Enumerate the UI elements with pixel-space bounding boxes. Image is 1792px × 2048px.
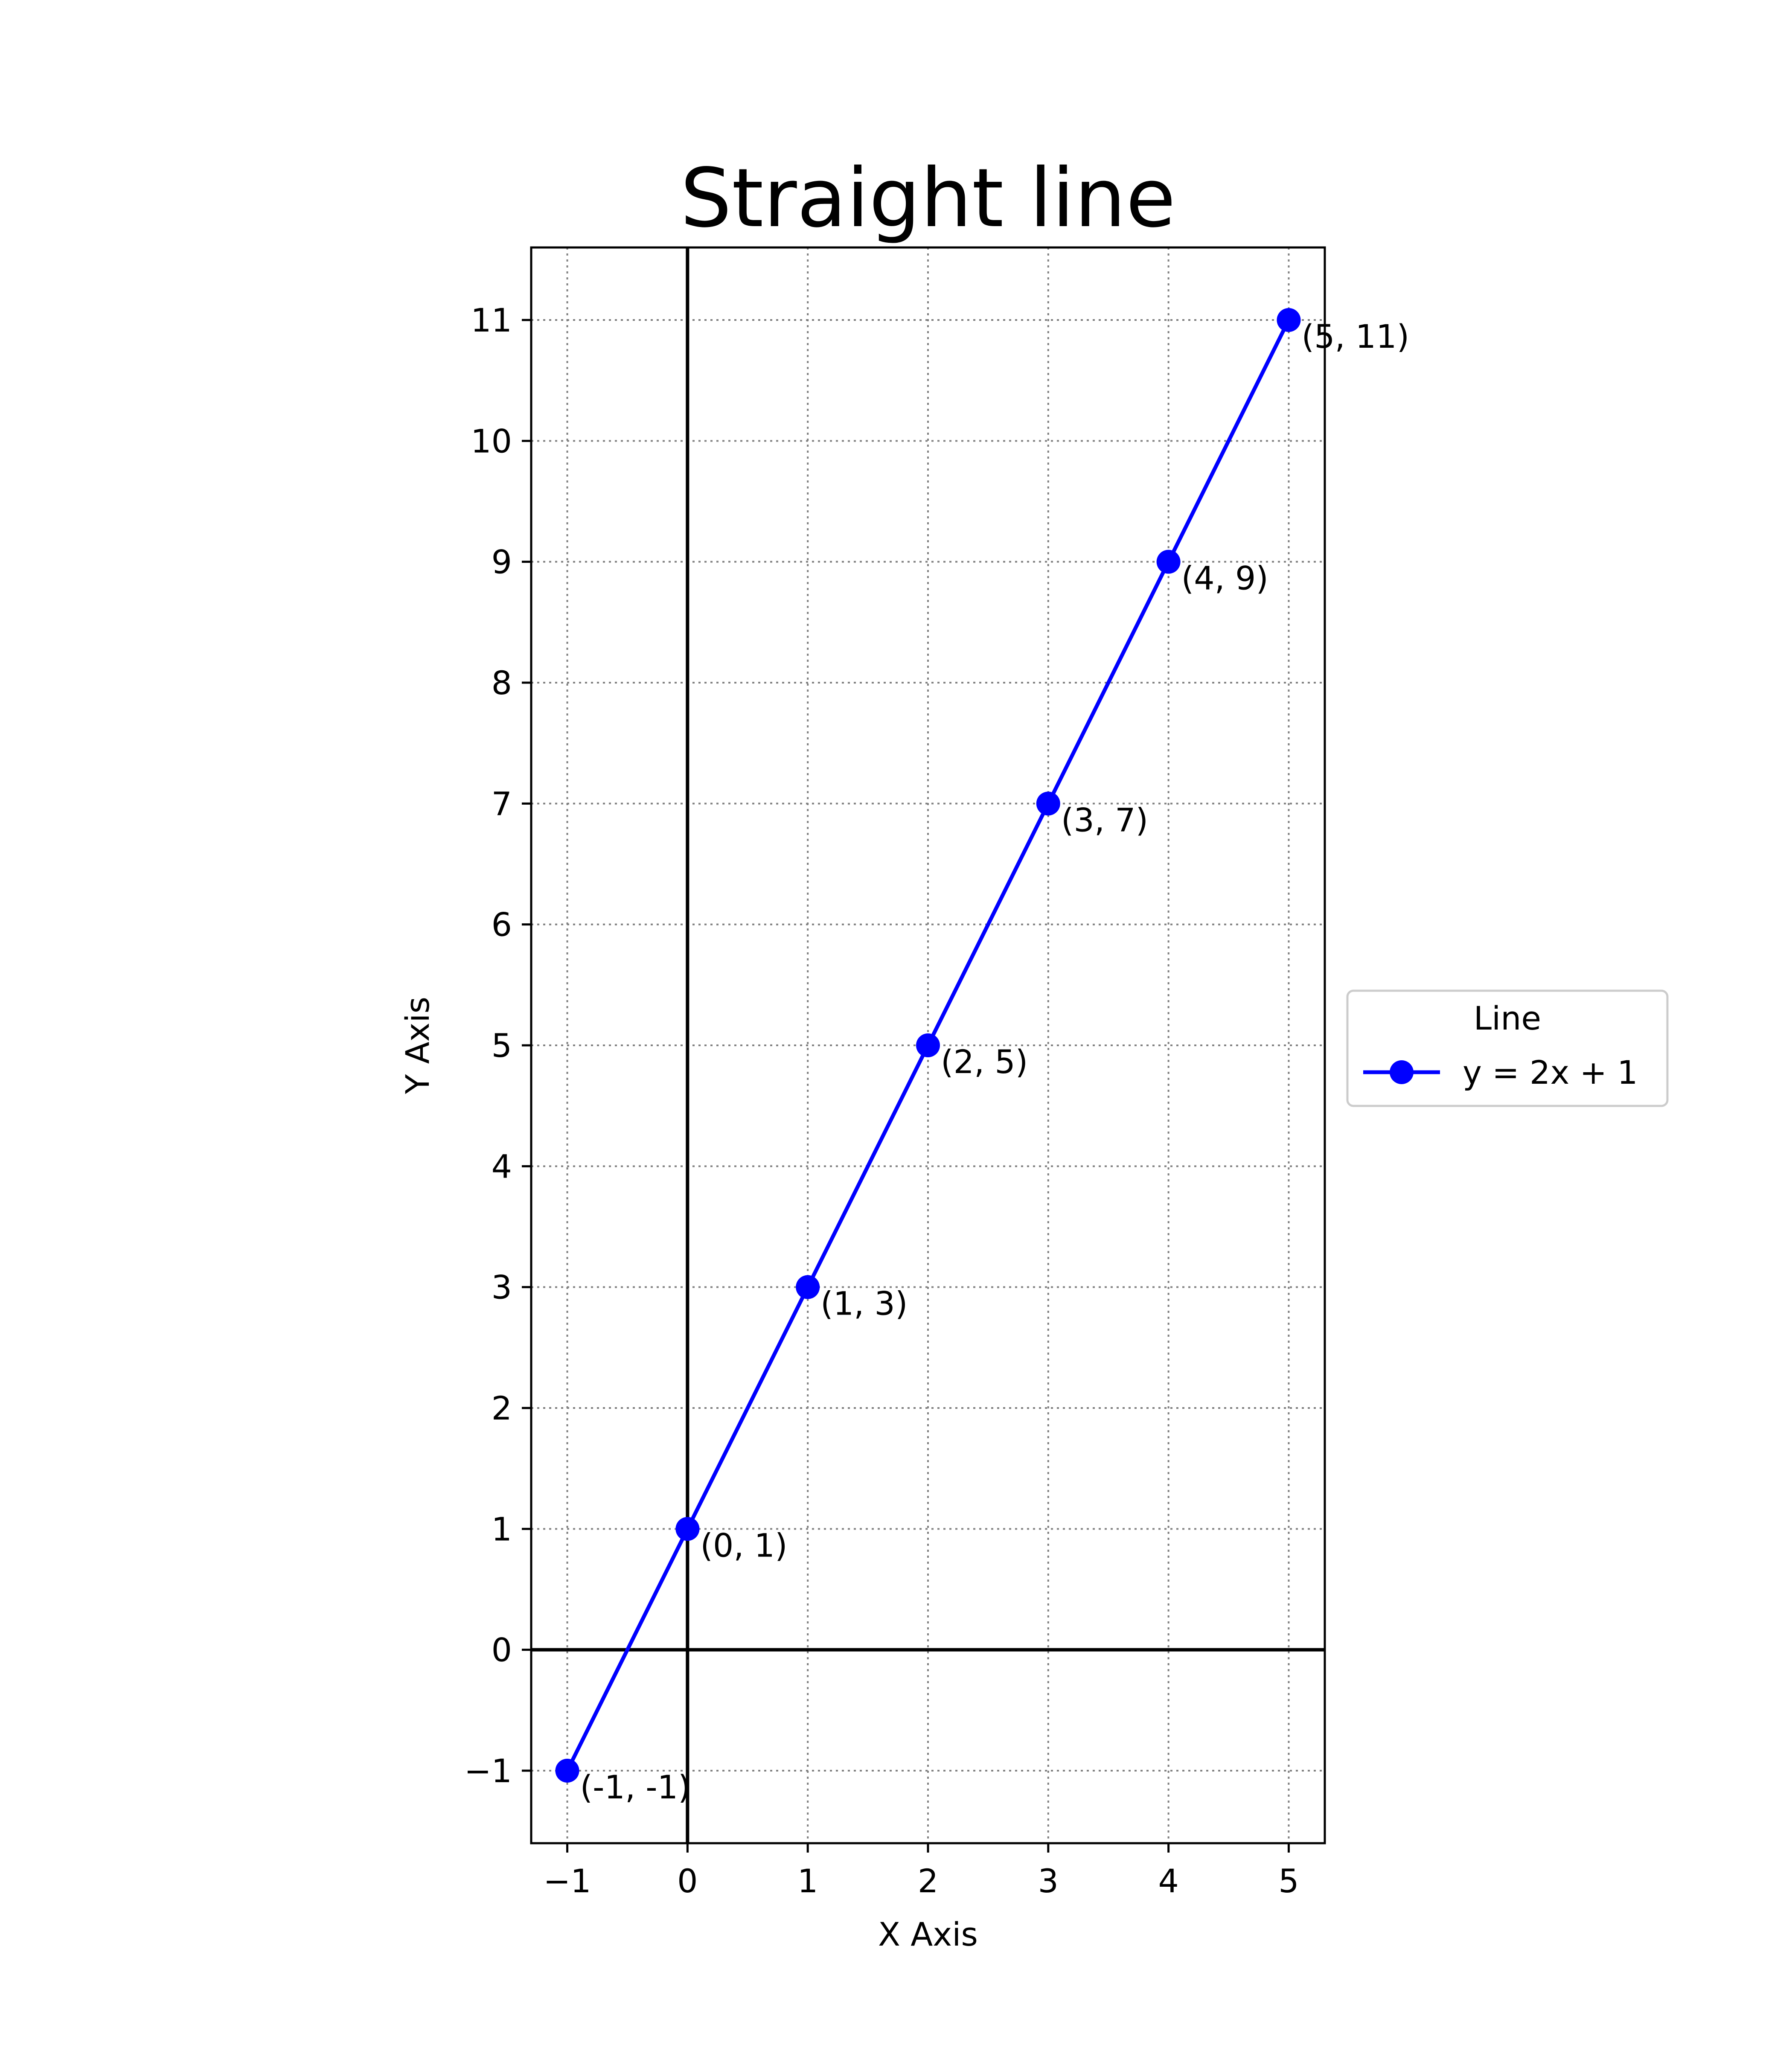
data-point [916, 1033, 940, 1057]
y-tick-label: 1 [492, 1510, 512, 1548]
legend-box [1346, 989, 1669, 1107]
x-tick-label: 5 [1278, 1862, 1299, 1900]
legend-marker-swatch [1390, 1060, 1414, 1084]
y-tick-label: 4 [492, 1147, 512, 1185]
data-point-label: (3, 7) [1061, 801, 1148, 839]
legend-entry-label: y = 2x + 1 [1463, 1053, 1638, 1091]
y-axis-ticks: −1 0 1 2 3 4 5 6 7 8 9 10 11 [464, 301, 531, 1790]
y-tick-label: 3 [492, 1268, 512, 1306]
y-tick-label: 10 [471, 422, 512, 460]
x-tick-label: 2 [918, 1862, 938, 1900]
data-point [1277, 308, 1301, 332]
x-axis-label: X Axis [878, 1915, 978, 1953]
data-point [796, 1275, 820, 1299]
x-axis-ticks: −1 0 1 2 3 4 5 [544, 1843, 1299, 1900]
data-point [1156, 550, 1181, 574]
x-tick-label: 0 [677, 1862, 698, 1900]
y-tick-label: 9 [492, 543, 512, 581]
x-tick-label: 1 [797, 1862, 818, 1900]
data-point-label: (4, 9) [1181, 559, 1268, 597]
x-tick-label: 3 [1038, 1862, 1059, 1900]
y-tick-label: 2 [492, 1389, 512, 1427]
legend-title: Line [1474, 999, 1541, 1037]
data-point [555, 1759, 579, 1783]
data-point [1036, 791, 1060, 816]
data-point [675, 1517, 700, 1541]
y-tick-label: 5 [492, 1027, 512, 1065]
y-tick-label: 6 [492, 906, 512, 944]
chart-title: Straight line [680, 151, 1175, 245]
zero-axis-lines [531, 247, 1325, 1843]
grid [531, 247, 1325, 1843]
x-tick-label: −1 [544, 1862, 591, 1900]
y-tick-label: 8 [492, 664, 512, 702]
y-tick-label: 7 [492, 785, 512, 823]
y-tick-label: 0 [492, 1631, 512, 1669]
y-tick-label: 11 [471, 301, 512, 339]
x-tick-label: 4 [1158, 1862, 1178, 1900]
y-axis-label: Y Axis [399, 997, 436, 1094]
series-layer: (-1, -1) (0, 1) (1, 3) (2, 5) (3, 7) (4, 9) (5… [555, 308, 1409, 1806]
data-point-label: (-1, -1) [580, 1768, 691, 1806]
data-point-label: (1, 3) [820, 1285, 908, 1323]
legend: Line y = 2x + 1 [1346, 989, 1669, 1107]
data-point-label: (5, 11) [1301, 317, 1409, 355]
data-point-label: (0, 1) [700, 1526, 787, 1564]
y-tick-label: −1 [464, 1752, 512, 1790]
data-point-label: (2, 5) [941, 1043, 1028, 1081]
